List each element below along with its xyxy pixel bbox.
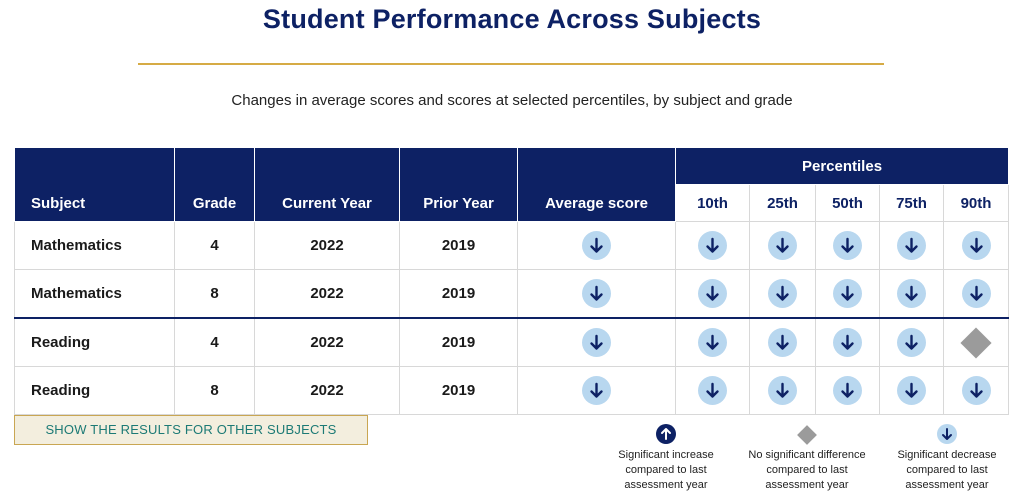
gray-diamond-icon — [797, 425, 817, 445]
legend-no-difference-label: No significant difference compared to la… — [748, 449, 866, 491]
arrow-down-circle-icon — [768, 328, 797, 357]
page-subtitle: Changes in average scores and scores at … — [231, 92, 793, 109]
header-subject: Subject — [14, 147, 175, 222]
cell-percentile-10th — [675, 269, 750, 319]
table-row: Reading 4 2022 2019 — [14, 317, 1010, 367]
cell-average-score — [517, 269, 676, 319]
header-percentile-90th: 90th — [942, 184, 1010, 222]
header-percentiles: Percentiles — [674, 147, 1010, 185]
table-row: Reading 8 2022 2019 — [14, 366, 1010, 415]
arrow-down-circle-icon — [698, 328, 727, 357]
arrow-down-circle-icon — [897, 328, 926, 357]
cell-current-year: 2022 — [254, 366, 400, 415]
cell-subject: Reading — [14, 317, 175, 367]
cell-percentile-25th — [749, 221, 816, 270]
header-percentile-10th: 10th — [675, 184, 750, 222]
cell-percentile-25th — [749, 269, 816, 319]
cell-percentile-50th — [815, 317, 880, 367]
arrow-down-circle-icon — [833, 279, 862, 308]
arrow-down-circle-icon — [768, 376, 797, 405]
header-percentile-50th: 50th — [815, 184, 880, 222]
cell-subject: Mathematics — [14, 269, 175, 319]
cell-percentile-90th — [942, 269, 1010, 319]
arrow-down-circle-icon — [768, 231, 797, 260]
header-prior-year: Prior Year — [399, 147, 518, 222]
legend-increase: Significant increase compared to last as… — [606, 424, 726, 493]
arrow-down-circle-icon — [961, 231, 991, 260]
cell-grade: 8 — [174, 366, 255, 415]
header-average-score: Average score — [517, 147, 676, 222]
gray-diamond-icon — [960, 326, 992, 359]
cell-percentile-75th — [879, 317, 944, 367]
cell-percentile-90th — [942, 366, 1010, 415]
arrow-down-circle-icon — [698, 376, 727, 405]
arrow-down-circle-icon — [582, 231, 611, 260]
legend-decrease: Significant decrease compared to last as… — [888, 424, 1006, 493]
cell-percentile-10th — [675, 317, 750, 367]
arrow-down-circle-icon — [833, 376, 862, 405]
cell-percentile-10th — [675, 221, 750, 270]
arrow-up-circle-icon — [656, 424, 676, 444]
header-grade: Grade — [174, 147, 255, 222]
legend-no-difference: No significant difference compared to la… — [742, 424, 872, 493]
results-table: Subject Grade Current Year Prior Year Av… — [14, 147, 1010, 415]
cell-percentile-75th — [879, 269, 944, 319]
cell-subject: Mathematics — [14, 221, 175, 270]
arrow-down-circle-icon — [897, 231, 926, 260]
cell-percentile-90th — [942, 221, 1010, 270]
table-row: Mathematics 8 2022 2019 — [14, 269, 1010, 319]
cell-percentile-75th — [879, 366, 944, 415]
arrow-down-circle-icon — [582, 328, 611, 357]
arrow-down-circle-icon — [698, 231, 727, 260]
cell-percentile-75th — [879, 221, 944, 270]
arrow-down-circle-icon — [698, 279, 727, 308]
cell-grade: 4 — [174, 221, 255, 270]
arrow-down-circle-icon — [961, 279, 991, 308]
cell-grade: 8 — [174, 269, 255, 319]
cell-average-score — [517, 317, 676, 367]
header-percentile-75th: 75th — [879, 184, 944, 222]
cell-current-year: 2022 — [254, 221, 400, 270]
cell-prior-year: 2019 — [399, 366, 518, 415]
cell-percentile-10th — [675, 366, 750, 415]
arrow-down-circle-icon — [897, 279, 926, 308]
cell-average-score — [517, 221, 676, 270]
cell-prior-year: 2019 — [399, 317, 518, 367]
cell-current-year: 2022 — [254, 269, 400, 319]
arrow-down-circle-icon — [897, 376, 926, 405]
arrow-down-circle-icon — [833, 328, 862, 357]
arrow-down-circle-icon — [768, 279, 797, 308]
arrow-down-circle-icon — [937, 424, 957, 444]
arrow-down-circle-icon — [961, 376, 991, 405]
cell-percentile-25th — [749, 317, 816, 367]
cell-current-year: 2022 — [254, 317, 400, 367]
cell-prior-year: 2019 — [399, 269, 518, 319]
legend-increase-label: Significant increase compared to last as… — [618, 449, 714, 491]
cell-average-score — [517, 366, 676, 415]
arrow-down-circle-icon — [833, 231, 862, 260]
cell-percentile-50th — [815, 221, 880, 270]
legend-decrease-label: Significant decrease compared to last as… — [897, 449, 997, 491]
header-current-year: Current Year — [254, 147, 400, 222]
cell-percentile-50th — [815, 269, 880, 319]
cell-percentile-90th — [942, 317, 1010, 367]
title-divider — [138, 63, 884, 65]
table-row: Mathematics 4 2022 2019 — [14, 221, 1010, 270]
cell-prior-year: 2019 — [399, 221, 518, 270]
arrow-down-circle-icon — [582, 376, 611, 405]
header-percentile-25th: 25th — [749, 184, 816, 222]
show-other-subjects-button[interactable]: SHOW THE RESULTS FOR OTHER SUBJECTS — [14, 415, 368, 445]
cell-grade: 4 — [174, 317, 255, 367]
cell-subject: Reading — [14, 366, 175, 415]
cell-percentile-50th — [815, 366, 880, 415]
page-title: Student Performance Across Subjects — [262, 4, 762, 34]
cell-percentile-25th — [749, 366, 816, 415]
arrow-down-circle-icon — [582, 279, 611, 308]
